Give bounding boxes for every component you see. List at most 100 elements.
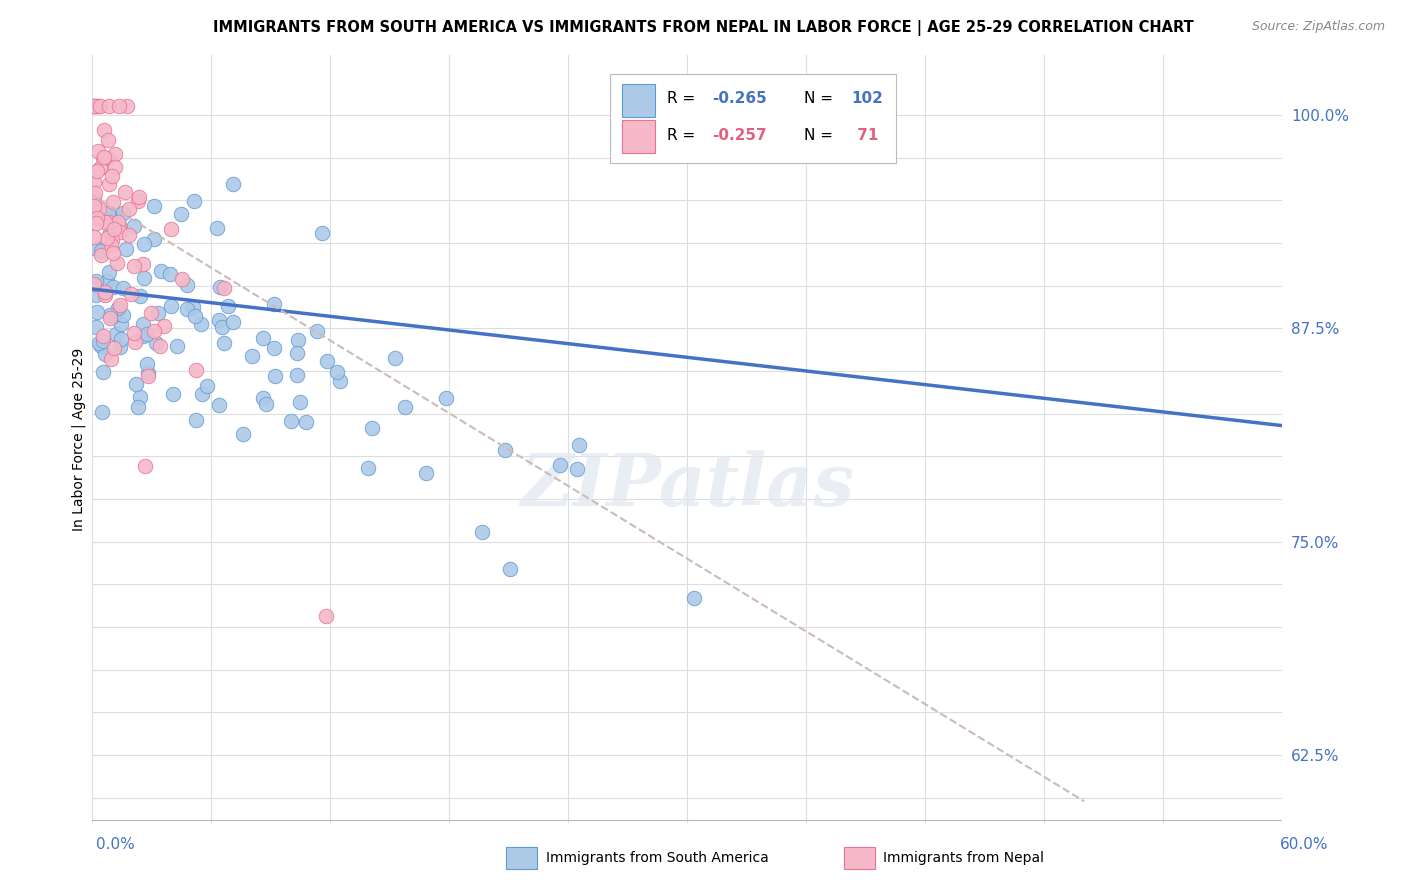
Point — [280, 414, 302, 428]
Point — [254, 397, 277, 411]
Point — [132, 257, 155, 271]
Point — [394, 400, 416, 414]
Point — [84, 186, 107, 201]
Point — [98, 265, 121, 279]
Point — [87, 279, 110, 293]
Point — [90, 248, 112, 262]
Point — [97, 151, 120, 165]
Point — [86, 288, 108, 302]
Text: Immigrants from Nepal: Immigrants from Nepal — [883, 851, 1045, 865]
Point — [108, 298, 131, 312]
Point — [287, 333, 309, 347]
Point — [103, 309, 125, 323]
Point — [83, 99, 105, 113]
Point — [94, 285, 117, 299]
Point — [97, 206, 120, 220]
Point — [83, 277, 105, 292]
Text: N =: N = — [804, 92, 838, 106]
Point — [103, 246, 125, 260]
Point — [107, 301, 129, 316]
Point — [134, 271, 156, 285]
Point — [384, 351, 406, 365]
Point — [104, 160, 127, 174]
Point — [184, 413, 207, 427]
Point — [89, 161, 111, 175]
Point — [222, 177, 245, 191]
Point — [195, 378, 218, 392]
Point — [121, 287, 143, 301]
Point — [115, 99, 138, 113]
Text: N =: N = — [804, 128, 838, 144]
Point — [112, 309, 135, 323]
Point — [146, 306, 169, 320]
Text: R =: R = — [668, 128, 700, 144]
Point — [264, 368, 287, 383]
Point — [129, 289, 152, 303]
Point — [139, 306, 162, 320]
Point — [91, 334, 114, 348]
Point — [176, 301, 198, 316]
Point — [329, 374, 352, 388]
Point — [145, 335, 167, 350]
Point — [98, 214, 121, 228]
Point — [103, 194, 125, 209]
Point — [567, 462, 589, 476]
Point — [142, 232, 165, 246]
Point — [101, 169, 124, 183]
Point — [86, 274, 108, 288]
Point — [316, 354, 339, 368]
Point — [91, 365, 114, 379]
Bar — [621, 120, 655, 153]
Point — [326, 365, 349, 379]
Point — [111, 206, 134, 220]
Point — [104, 326, 127, 341]
Point — [86, 304, 108, 318]
Point — [159, 222, 181, 236]
Point — [98, 311, 121, 326]
Point — [103, 341, 125, 355]
Point — [94, 215, 117, 229]
Point — [134, 458, 156, 473]
Text: R =: R = — [668, 92, 700, 106]
Point — [87, 144, 110, 158]
Point — [311, 226, 333, 240]
Point — [84, 216, 107, 230]
Point — [86, 99, 108, 113]
Point — [112, 281, 135, 295]
Point — [107, 215, 129, 229]
Point — [90, 405, 112, 419]
Point — [100, 238, 122, 252]
Point — [434, 391, 457, 405]
FancyBboxPatch shape — [610, 74, 896, 162]
Point — [183, 194, 205, 209]
Point — [242, 349, 264, 363]
Point — [86, 211, 108, 225]
Point — [162, 387, 184, 401]
Point — [184, 363, 207, 377]
Text: 0.0%: 0.0% — [96, 837, 135, 852]
Point — [124, 334, 146, 349]
Point — [94, 288, 117, 302]
Point — [136, 357, 159, 371]
Point — [93, 123, 115, 137]
Point — [91, 328, 114, 343]
Point — [90, 338, 112, 352]
Point — [103, 279, 125, 293]
Point — [307, 325, 329, 339]
Point — [89, 99, 111, 113]
Point — [136, 366, 159, 380]
Point — [110, 332, 132, 346]
Point — [211, 320, 233, 334]
Text: -0.265: -0.265 — [713, 92, 768, 106]
Point — [132, 237, 155, 252]
Point — [217, 298, 239, 312]
Text: IMMIGRANTS FROM SOUTH AMERICA VS IMMIGRANTS FROM NEPAL IN LABOR FORCE | AGE 25-2: IMMIGRANTS FROM SOUTH AMERICA VS IMMIGRA… — [212, 20, 1194, 36]
Point — [97, 133, 120, 147]
Point — [360, 421, 382, 435]
Point — [104, 146, 127, 161]
Point — [114, 242, 136, 256]
Point — [110, 318, 132, 332]
Point — [143, 324, 166, 338]
Point — [149, 264, 172, 278]
Point — [93, 150, 115, 164]
